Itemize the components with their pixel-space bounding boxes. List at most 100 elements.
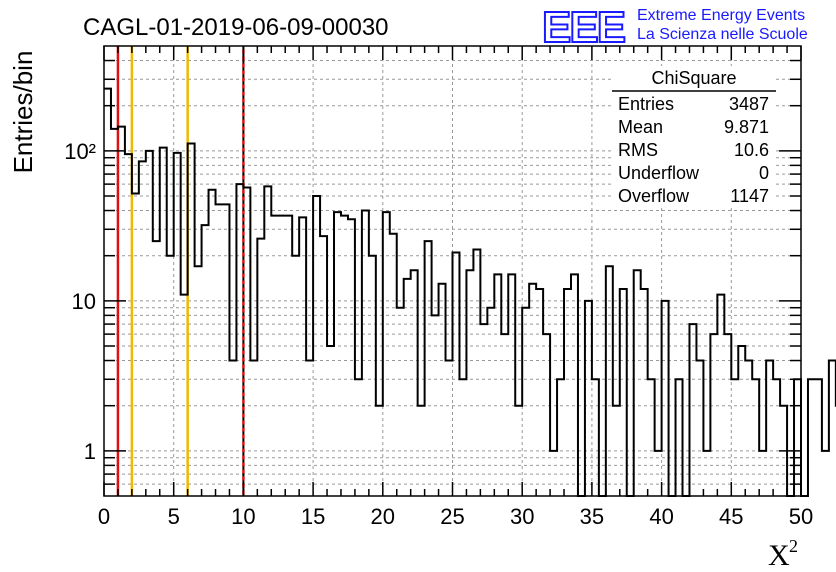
histogram-bin [229, 361, 236, 496]
histogram-bin [564, 289, 571, 496]
histogram-bin [766, 361, 773, 496]
histogram-bin [153, 241, 160, 496]
histogram-bin [641, 289, 648, 496]
stats-label-mean: Mean [618, 117, 663, 137]
histogram-bin [536, 289, 543, 496]
x-tick-label: 25 [440, 504, 464, 529]
histogram-bin [327, 346, 334, 496]
histogram-bin [745, 361, 752, 496]
histogram-bin [341, 216, 348, 496]
histogram-bin [278, 216, 285, 496]
histogram-bin [494, 274, 501, 496]
histogram-bin [222, 204, 229, 496]
histogram-bin [362, 211, 369, 496]
x-tick-label: 10 [231, 504, 255, 529]
histogram-bin [648, 379, 655, 496]
histogram-bin [620, 289, 627, 496]
x-tick-label: 0 [98, 504, 110, 529]
histogram-bin [383, 212, 390, 496]
histogram-bin [271, 216, 278, 496]
histogram-bin [780, 406, 787, 496]
histogram-bin [557, 379, 564, 496]
y-axis-title: Entries/bin [8, 51, 38, 174]
histogram-bin [446, 361, 453, 496]
histogram-bin [306, 361, 313, 496]
histogram-bin [613, 406, 620, 496]
histogram-bin [432, 315, 439, 496]
x-tick-label: 45 [719, 504, 743, 529]
histogram-bin [794, 379, 801, 496]
stats-title: ChiSquare [651, 68, 736, 88]
histogram-bin [404, 279, 411, 496]
histogram-bin [264, 186, 271, 496]
histogram-bin [585, 301, 592, 496]
stats-value-entries: 3487 [729, 94, 769, 114]
stats-box: ChiSquare Entries 3487 Mean 9.871 RMS 10… [612, 66, 776, 208]
stats-label-entries: Entries [618, 94, 674, 114]
histogram-bin [118, 127, 125, 496]
histogram-bin [592, 379, 599, 496]
axis-ticks [103, 46, 802, 496]
histogram-bin [397, 308, 404, 496]
histogram-bin [829, 361, 836, 496]
histogram-bin [125, 154, 132, 496]
stats-value-rms: 10.6 [734, 140, 769, 160]
logo-line-1: Extreme Energy Events [637, 7, 805, 24]
histogram-bin [453, 253, 460, 496]
histogram-bin [167, 256, 174, 496]
histogram-bin [529, 284, 536, 496]
histogram-bin [717, 295, 724, 496]
histogram-bin [216, 204, 223, 496]
x-tick-label: 40 [649, 504, 673, 529]
histogram-bin [487, 308, 494, 496]
histogram-bin [724, 334, 731, 496]
stats-value-mean: 9.871 [724, 117, 769, 137]
stats-label-overflow: Overflow [618, 186, 690, 206]
histogram-bin [822, 451, 829, 496]
histogram-bin [418, 406, 425, 496]
stats-label-rms: RMS [618, 140, 658, 160]
histogram-bin [689, 324, 696, 496]
histogram-bin [313, 196, 320, 496]
histogram-bin [439, 284, 446, 496]
histogram-bin [773, 379, 780, 496]
histogram-bin [348, 219, 355, 496]
y-tick-label: 1 [84, 439, 96, 464]
histogram-bin [752, 379, 759, 496]
histogram-bin [550, 451, 557, 496]
histogram-bin [738, 346, 745, 496]
stats-value-overflow: 1147 [730, 186, 769, 206]
histogram-bin [522, 308, 529, 496]
histogram-bin [243, 187, 250, 496]
histogram-bin [411, 270, 418, 496]
stats-box-background [612, 66, 776, 208]
histogram-bin [425, 241, 432, 496]
x-tick-label: 20 [371, 504, 395, 529]
histogram-bin [808, 379, 815, 496]
histogram-bin [473, 249, 480, 496]
histogram-bin [376, 406, 383, 496]
histogram-bin [257, 239, 264, 496]
histogram-bin [209, 190, 216, 496]
histogram-outline [104, 87, 836, 497]
histogram-bin [195, 266, 202, 496]
histogram-bin [515, 406, 522, 496]
x-axis-title-main: X [768, 539, 790, 572]
histogram-bin [571, 274, 578, 496]
histogram-bin [160, 148, 167, 496]
histogram-bin [662, 301, 669, 496]
x-tick-label: 50 [789, 504, 813, 529]
logo-mark: EEE [542, 3, 625, 52]
histogram-bin [466, 270, 473, 496]
histogram-bin [459, 379, 466, 496]
histogram-bin [334, 212, 341, 496]
histogram-bin [320, 236, 327, 496]
histogram-bin [181, 295, 188, 496]
histogram-bin [390, 234, 397, 496]
histogram-bin [703, 451, 710, 496]
histogram-bin [543, 334, 550, 496]
histogram-bin [146, 151, 153, 496]
histogram-bin [634, 270, 641, 496]
histogram-bin [285, 216, 292, 496]
x-tick-label: 5 [168, 504, 180, 529]
